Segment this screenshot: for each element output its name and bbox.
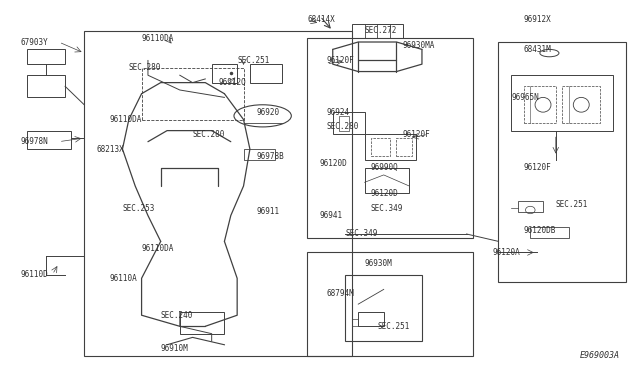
Text: 96910M: 96910M: [161, 344, 188, 353]
Text: 68794M: 68794M: [326, 289, 354, 298]
Text: SEC.280: SEC.280: [326, 122, 359, 131]
Bar: [27, 131, 72, 149]
Text: 96110A: 96110A: [109, 274, 138, 283]
Text: SEC.251: SEC.251: [237, 56, 269, 65]
Text: 68431M: 68431M: [524, 45, 552, 54]
Text: 96110DA: 96110DA: [109, 115, 142, 124]
Bar: [307, 38, 473, 238]
Bar: [212, 64, 237, 83]
Bar: [244, 149, 275, 160]
Text: SEC.240: SEC.240: [161, 311, 193, 320]
Text: 96978B: 96978B: [256, 152, 284, 161]
Text: 96912Q: 96912Q: [218, 78, 246, 87]
Text: 96911: 96911: [256, 207, 280, 217]
Text: SEC.251: SEC.251: [556, 200, 588, 209]
Bar: [307, 253, 473, 356]
Text: 96120A: 96120A: [492, 248, 520, 257]
Text: 96110D: 96110D: [20, 270, 48, 279]
Text: SEC.251: SEC.251: [378, 322, 410, 331]
Text: SEC.253: SEC.253: [122, 203, 155, 213]
Bar: [358, 311, 384, 326]
Text: 96120F: 96120F: [524, 163, 552, 172]
Text: 96120D: 96120D: [371, 189, 399, 198]
Text: SEC.280: SEC.280: [129, 63, 161, 72]
Text: 67903Y: 67903Y: [20, 38, 48, 46]
Text: 96110DA: 96110DA: [141, 34, 174, 43]
Text: 96120F: 96120F: [326, 56, 354, 65]
Text: 68213X: 68213X: [97, 145, 125, 154]
Bar: [499, 42, 626, 282]
Text: 96110DA: 96110DA: [141, 244, 174, 253]
Bar: [531, 227, 568, 238]
Bar: [371, 138, 390, 157]
Text: 96920: 96920: [256, 108, 280, 117]
Text: 96965N: 96965N: [511, 93, 539, 102]
Text: 96120DB: 96120DB: [524, 226, 556, 235]
Text: 68414X: 68414X: [307, 15, 335, 24]
Bar: [27, 75, 65, 97]
Text: 96120D: 96120D: [320, 159, 348, 169]
Bar: [27, 49, 65, 64]
Bar: [180, 311, 225, 334]
Bar: [346, 275, 422, 341]
Bar: [352, 23, 403, 38]
Text: 96941: 96941: [320, 211, 343, 220]
Text: 96978N: 96978N: [20, 137, 48, 146]
Text: SEC.349: SEC.349: [371, 203, 403, 213]
Bar: [84, 31, 352, 356]
Bar: [511, 75, 613, 131]
Text: 96930M: 96930M: [365, 259, 392, 268]
Bar: [250, 64, 282, 83]
Bar: [518, 201, 543, 212]
Bar: [562, 86, 600, 123]
Text: E969003A: E969003A: [579, 350, 620, 359]
Bar: [339, 116, 349, 131]
Text: 96912X: 96912X: [524, 15, 552, 24]
Text: 96120F: 96120F: [403, 130, 431, 139]
Text: SEC.280: SEC.280: [193, 130, 225, 139]
Bar: [365, 167, 409, 193]
Text: 96924: 96924: [326, 108, 349, 117]
Bar: [396, 138, 412, 157]
Text: SEC.272: SEC.272: [365, 26, 397, 35]
Text: 96990Q: 96990Q: [371, 163, 399, 172]
Text: 96930MA: 96930MA: [403, 41, 435, 50]
Bar: [141, 68, 244, 119]
Text: SEC.349: SEC.349: [346, 230, 378, 238]
Bar: [365, 134, 415, 160]
Bar: [524, 86, 556, 123]
Bar: [333, 112, 365, 134]
